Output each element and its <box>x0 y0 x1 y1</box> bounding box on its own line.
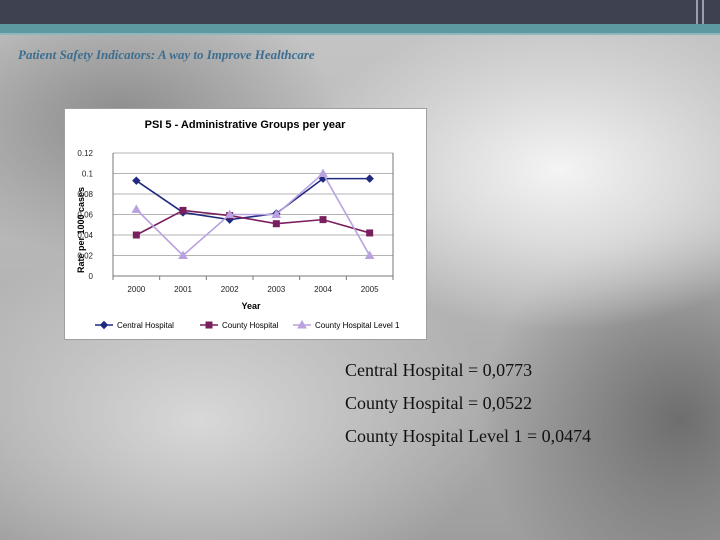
top-accent-band <box>0 24 720 33</box>
x-tick-label: 2004 <box>314 285 332 294</box>
y-tick-label: 0.08 <box>77 190 93 199</box>
data-point <box>319 216 327 224</box>
data-point <box>318 168 328 177</box>
series-line <box>135 172 371 257</box>
legend-label: County Hospital <box>222 321 279 330</box>
corner-divider <box>696 0 698 24</box>
legend-label: Central Hospital <box>117 321 174 330</box>
line-chart: PSI 5 - Administrative Groups per year R… <box>76 119 400 330</box>
x-tick-label: 2003 <box>267 285 285 294</box>
y-tick-label: 0 <box>89 272 94 281</box>
chart-container: PSI 5 - Administrative Groups per year R… <box>64 108 427 340</box>
y-tick-label: 0.02 <box>77 252 93 261</box>
summary-central-hospital: Central Hospital = 0,0773 <box>345 360 533 380</box>
data-point <box>272 220 280 228</box>
y-tick-label: 0.1 <box>82 170 94 179</box>
data-point <box>366 229 374 237</box>
legend-marker <box>297 319 307 329</box>
series <box>131 168 375 259</box>
summary-county-hospital: County Hospital = 0,0522 <box>345 393 533 413</box>
series-group <box>132 206 374 239</box>
y-axis-title: Rate per 1000 cases <box>76 187 86 273</box>
legend: Central Hospital County Hospital County Ho… <box>95 319 400 330</box>
data-point <box>271 209 282 218</box>
x-tick-label: 2001 <box>174 285 192 294</box>
series-line <box>135 209 370 236</box>
top-accent-line <box>0 33 720 35</box>
corner-divider <box>702 0 704 24</box>
data-point <box>178 250 188 259</box>
data-point <box>132 176 141 185</box>
y-tick-label: 0.04 <box>77 231 93 240</box>
data-point <box>132 231 140 239</box>
legend-marker <box>99 320 109 330</box>
grid <box>112 152 394 280</box>
x-axis-title: Year <box>241 301 261 311</box>
data-point <box>179 206 187 214</box>
slide-header-title: Patient Safety Indicators: A way to Impr… <box>18 47 315 62</box>
top-band <box>0 0 720 24</box>
legend-marker <box>205 321 213 329</box>
legend-label: County Hospital Level 1 <box>315 321 400 330</box>
data-point <box>224 209 235 218</box>
series-group <box>131 168 375 259</box>
data-point <box>364 250 375 259</box>
chart-title: PSI 5 - Administrative Groups per year <box>145 119 346 131</box>
y-tick-label: 0.12 <box>77 149 93 158</box>
x-tick-label: 2002 <box>221 285 239 294</box>
rate-summary: Central Hospital = 0,0773 County Hospita… <box>345 358 591 457</box>
data-point <box>365 174 374 183</box>
summary-county-hospital-level-1: County Hospital Level 1 = 0,0474 <box>345 426 592 446</box>
axis-ticks: 0 0.02 0.04 0.06 0.08 0.1 0.12 2000 2001 2002 2003… <box>77 149 379 294</box>
x-tick-label: 2005 <box>361 285 379 294</box>
series-line <box>135 177 370 221</box>
y-tick-label: 0.06 <box>77 211 93 220</box>
data-point <box>131 204 142 213</box>
x-tick-label: 2000 <box>127 285 145 294</box>
